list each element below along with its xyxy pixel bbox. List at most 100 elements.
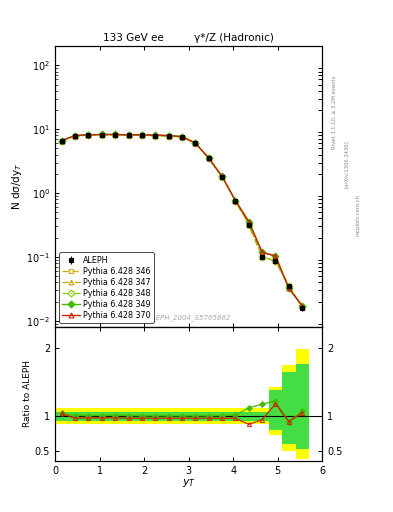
Pythia 6.428 370 (73, 133, 77, 139)
Pythia 6.428 349 (153, 132, 158, 138)
Pythia 6.428 347 (99, 132, 104, 138)
Pythia 6.428 348 (286, 283, 291, 289)
Pythia 6.428 370 (113, 132, 118, 138)
Pythia 6.428 349 (273, 253, 278, 259)
Pythia 6.428 370 (286, 285, 291, 291)
Pythia 6.428 348 (193, 140, 198, 146)
Pythia 6.428 349 (59, 138, 64, 144)
Pythia 6.428 349 (193, 140, 198, 146)
Pythia 6.428 346 (140, 132, 144, 138)
Pythia 6.428 347 (273, 258, 278, 264)
Pythia 6.428 348 (73, 133, 77, 139)
Pythia 6.428 347 (73, 133, 77, 139)
Line: Pythia 6.428 348: Pythia 6.428 348 (59, 133, 305, 310)
Pythia 6.428 346 (99, 132, 104, 138)
Pythia 6.428 370 (260, 249, 264, 255)
Pythia 6.428 370 (59, 138, 64, 144)
Pythia 6.428 370 (220, 174, 224, 180)
Pythia 6.428 348 (153, 133, 158, 139)
Pythia 6.428 348 (233, 198, 238, 204)
Pythia 6.428 348 (140, 132, 144, 138)
Pythia 6.428 348 (126, 132, 131, 138)
Pythia 6.428 348 (300, 304, 305, 310)
Text: [arXiv:1306.3436]: [arXiv:1306.3436] (344, 140, 349, 188)
Pythia 6.428 348 (113, 132, 118, 138)
Line: Pythia 6.428 346: Pythia 6.428 346 (59, 133, 305, 310)
Pythia 6.428 370 (180, 134, 184, 140)
Pythia 6.428 347 (220, 174, 224, 180)
Pythia 6.428 346 (126, 132, 131, 138)
Pythia 6.428 349 (126, 132, 131, 138)
Text: γ*/Z (Hadronic): γ*/Z (Hadronic) (194, 33, 274, 44)
Pythia 6.428 348 (260, 253, 264, 260)
Pythia 6.428 349 (180, 134, 184, 140)
Pythia 6.428 349 (206, 155, 211, 161)
Pythia 6.428 370 (166, 133, 171, 139)
Pythia 6.428 348 (180, 134, 184, 140)
Pythia 6.428 370 (153, 132, 158, 138)
Pythia 6.428 347 (153, 133, 158, 139)
Pythia 6.428 346 (59, 138, 64, 144)
Pythia 6.428 349 (220, 174, 224, 180)
Y-axis label: Ratio to ALEPH: Ratio to ALEPH (23, 360, 32, 428)
Pythia 6.428 346 (260, 253, 264, 260)
Pythia 6.428 349 (260, 249, 264, 255)
Text: mcplots.cern.ch: mcplots.cern.ch (356, 194, 361, 236)
Pythia 6.428 370 (300, 303, 305, 309)
Pythia 6.428 347 (260, 253, 264, 260)
Pythia 6.428 346 (220, 174, 224, 180)
Pythia 6.428 349 (286, 285, 291, 291)
Pythia 6.428 348 (166, 133, 171, 139)
Pythia 6.428 370 (140, 132, 144, 138)
Pythia 6.428 347 (126, 132, 131, 138)
Pythia 6.428 349 (86, 132, 91, 138)
Pythia 6.428 370 (206, 155, 211, 161)
Pythia 6.428 349 (300, 303, 305, 309)
Pythia 6.428 346 (286, 283, 291, 289)
Line: Pythia 6.428 349: Pythia 6.428 349 (59, 132, 305, 308)
Pythia 6.428 346 (300, 304, 305, 310)
Pythia 6.428 348 (220, 174, 224, 180)
Legend: ALEPH, Pythia 6.428 346, Pythia 6.428 347, Pythia 6.428 348, Pythia 6.428 349, P: ALEPH, Pythia 6.428 346, Pythia 6.428 34… (59, 252, 154, 323)
Pythia 6.428 349 (140, 132, 144, 138)
Pythia 6.428 346 (73, 133, 77, 139)
Pythia 6.428 347 (166, 133, 171, 139)
Pythia 6.428 346 (233, 198, 238, 204)
Pythia 6.428 347 (286, 283, 291, 289)
Pythia 6.428 346 (113, 132, 118, 138)
Pythia 6.428 347 (59, 138, 64, 144)
Pythia 6.428 347 (206, 155, 211, 161)
Text: 133 GeV ee: 133 GeV ee (103, 33, 164, 44)
Pythia 6.428 348 (59, 138, 64, 144)
Pythia 6.428 349 (166, 133, 171, 139)
X-axis label: $y_T$: $y_T$ (182, 477, 196, 489)
Y-axis label: N dσ/dy$_T$: N dσ/dy$_T$ (9, 163, 24, 210)
Pythia 6.428 370 (273, 253, 278, 259)
Line: Pythia 6.428 347: Pythia 6.428 347 (59, 133, 305, 310)
Pythia 6.428 348 (273, 258, 278, 264)
Pythia 6.428 346 (193, 140, 198, 146)
Pythia 6.428 347 (233, 198, 238, 204)
Text: Rivet 3.1.10, ≥ 3.2M events: Rivet 3.1.10, ≥ 3.2M events (332, 76, 337, 150)
Pythia 6.428 348 (206, 155, 211, 161)
Pythia 6.428 346 (206, 155, 211, 161)
Pythia 6.428 349 (73, 133, 77, 139)
Pythia 6.428 346 (180, 134, 184, 140)
Pythia 6.428 347 (300, 304, 305, 310)
Pythia 6.428 347 (113, 132, 118, 138)
Pythia 6.428 349 (99, 132, 104, 138)
Pythia 6.428 346 (246, 221, 251, 227)
Pythia 6.428 347 (140, 132, 144, 138)
Pythia 6.428 370 (193, 140, 198, 146)
Pythia 6.428 346 (86, 132, 91, 138)
Pythia 6.428 346 (166, 133, 171, 139)
Pythia 6.428 347 (180, 134, 184, 140)
Pythia 6.428 370 (86, 132, 91, 138)
Pythia 6.428 347 (246, 221, 251, 227)
Pythia 6.428 349 (246, 219, 251, 225)
Pythia 6.428 349 (113, 132, 118, 138)
Pythia 6.428 346 (273, 258, 278, 264)
Pythia 6.428 349 (233, 198, 238, 204)
Pythia 6.428 370 (246, 219, 251, 225)
Pythia 6.428 370 (99, 132, 104, 138)
